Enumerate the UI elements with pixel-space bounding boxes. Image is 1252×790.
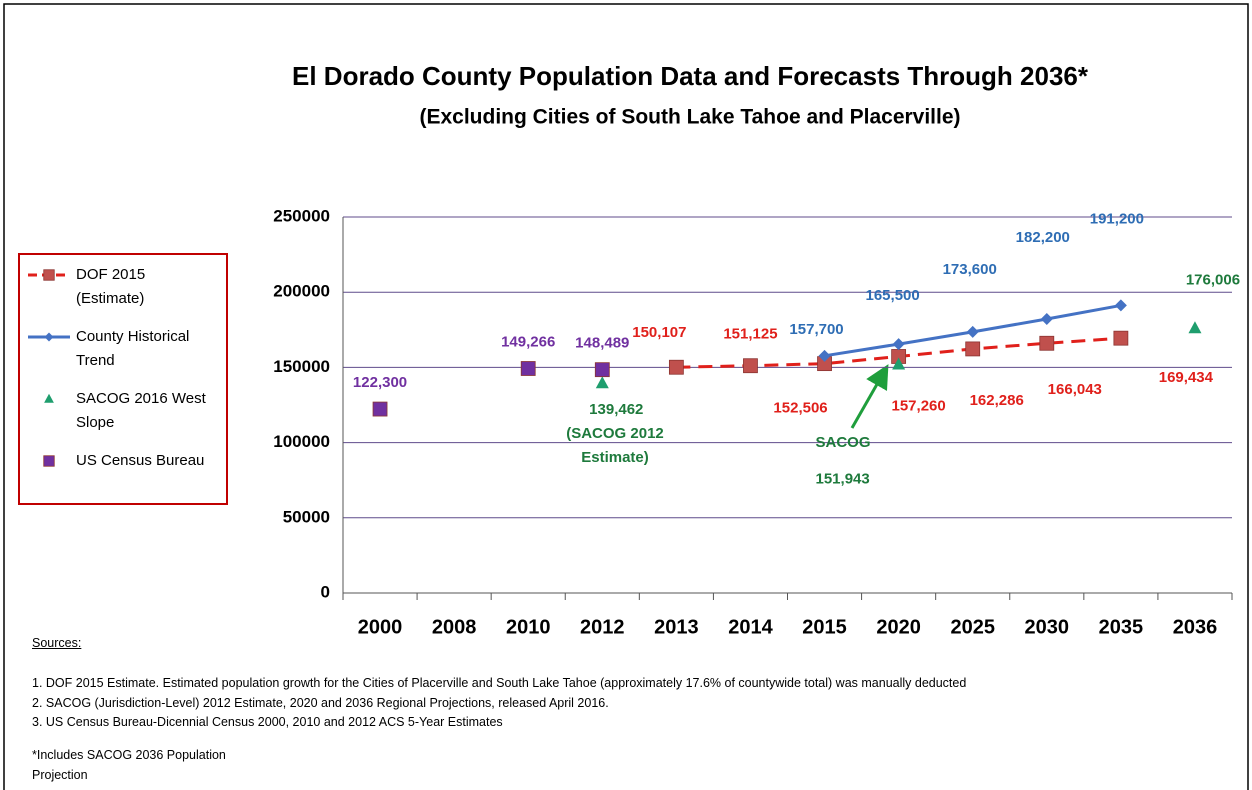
legend-label: US Census Bureau xyxy=(76,452,205,469)
marker xyxy=(743,358,758,374)
footnote: *Includes SACOG 2036 Population Projecti… xyxy=(32,748,226,782)
marker xyxy=(892,357,906,370)
data-label: 169,434 xyxy=(1159,369,1214,386)
x-tick-label: 2020 xyxy=(876,616,921,638)
x-tick-label: 2013 xyxy=(654,616,699,638)
legend-symbol xyxy=(43,455,55,467)
x-tick-label: 2008 xyxy=(432,616,477,638)
marker xyxy=(44,332,54,342)
marker xyxy=(43,455,55,467)
annotation-arrow xyxy=(850,364,889,429)
data-label: 173,600 xyxy=(943,261,997,278)
legend-label: SACOG 2016 West Slope xyxy=(76,390,206,431)
marker xyxy=(892,338,905,351)
frame xyxy=(3,3,1249,790)
annotation: (SACOG 2012 xyxy=(566,425,664,442)
data-label: 165,500 xyxy=(866,287,920,304)
annotation: Estimate) xyxy=(581,449,649,466)
data-label: 176,006 xyxy=(1186,271,1240,288)
y-tick-label: 0 xyxy=(321,582,330,601)
x-tick-label: 2025 xyxy=(950,616,995,638)
marker xyxy=(43,269,55,281)
data-label: 162,286 xyxy=(970,392,1024,409)
x-tick-label: 2035 xyxy=(1099,616,1144,638)
x-tick-label: 2036 xyxy=(1173,616,1218,638)
marker xyxy=(966,325,979,338)
x-tick-label: 2014 xyxy=(728,616,773,638)
legend-label: County Historical Trend xyxy=(76,328,190,369)
marker xyxy=(520,361,536,376)
chart-title: El Dorado County Population Data and For… xyxy=(292,61,1089,91)
x-tick-label: 2000 xyxy=(358,616,403,638)
annotation: SACOG xyxy=(815,434,870,451)
data-label: 157,260 xyxy=(892,397,946,414)
marker xyxy=(595,376,609,389)
marker xyxy=(668,359,684,375)
marker xyxy=(1040,312,1053,325)
x-tick-label: 2030 xyxy=(1025,616,1070,638)
legend-entry: US Census Bureau xyxy=(26,449,226,503)
data-label: 152,506 xyxy=(773,400,827,417)
legend-label: DOF 2015 (Estimate) xyxy=(76,266,146,307)
data-label: 139,462 xyxy=(589,401,643,418)
legend-symbol xyxy=(28,332,70,342)
data-label: 151,125 xyxy=(723,326,777,343)
marker xyxy=(1039,335,1055,351)
data-label: 166,043 xyxy=(1048,381,1102,398)
data-label: 149,266 xyxy=(501,333,555,350)
x-tick-label: 2012 xyxy=(580,616,625,638)
y-tick-label: 150000 xyxy=(273,357,330,376)
data-label: 182,200 xyxy=(1016,229,1070,246)
x-tick-label: 2015 xyxy=(802,616,847,638)
marker xyxy=(1113,330,1129,346)
legend: DOF 2015 (Estimate) County Historical Tre… xyxy=(18,253,228,505)
data-label: 150,107 xyxy=(632,324,686,341)
legend-symbol xyxy=(44,393,54,403)
chart-subtitle: (Excluding Cities of South Lake Tahoe an… xyxy=(419,106,960,129)
data-label: 148,489 xyxy=(575,335,629,352)
y-tick-label: 100000 xyxy=(273,432,330,451)
data-label: 122,300 xyxy=(353,374,407,391)
y-tick-label: 200000 xyxy=(273,282,330,301)
legend-entry: DOF 2015 (Estimate) xyxy=(26,263,226,325)
note: 1. DOF 2015 Estimate. Estimated populati… xyxy=(32,676,967,690)
x-tick-label: 2010 xyxy=(506,616,551,638)
data-label: 191,200 xyxy=(1090,210,1144,227)
y-tick-label: 50000 xyxy=(283,507,330,526)
marker xyxy=(1188,321,1202,334)
marker xyxy=(372,401,388,417)
note: 3. US Census Bureau-Dicennial Census 200… xyxy=(32,715,503,729)
legend-symbol xyxy=(28,269,70,281)
data-label: 157,700 xyxy=(789,321,843,338)
y-tick-label: 250000 xyxy=(273,206,330,225)
legend-entry: SACOG 2016 West Slope xyxy=(26,387,226,449)
marker xyxy=(1114,299,1127,312)
marker xyxy=(965,341,981,357)
sources-label: Sources: xyxy=(32,636,82,650)
note: 2. SACOG (Jurisdiction-Level) 2012 Estim… xyxy=(32,696,609,710)
marker xyxy=(818,349,831,362)
data-label: 151,943 xyxy=(816,470,870,487)
marker xyxy=(594,362,610,378)
marker xyxy=(44,393,54,403)
legend-entry: County Historical Trend xyxy=(26,325,226,387)
